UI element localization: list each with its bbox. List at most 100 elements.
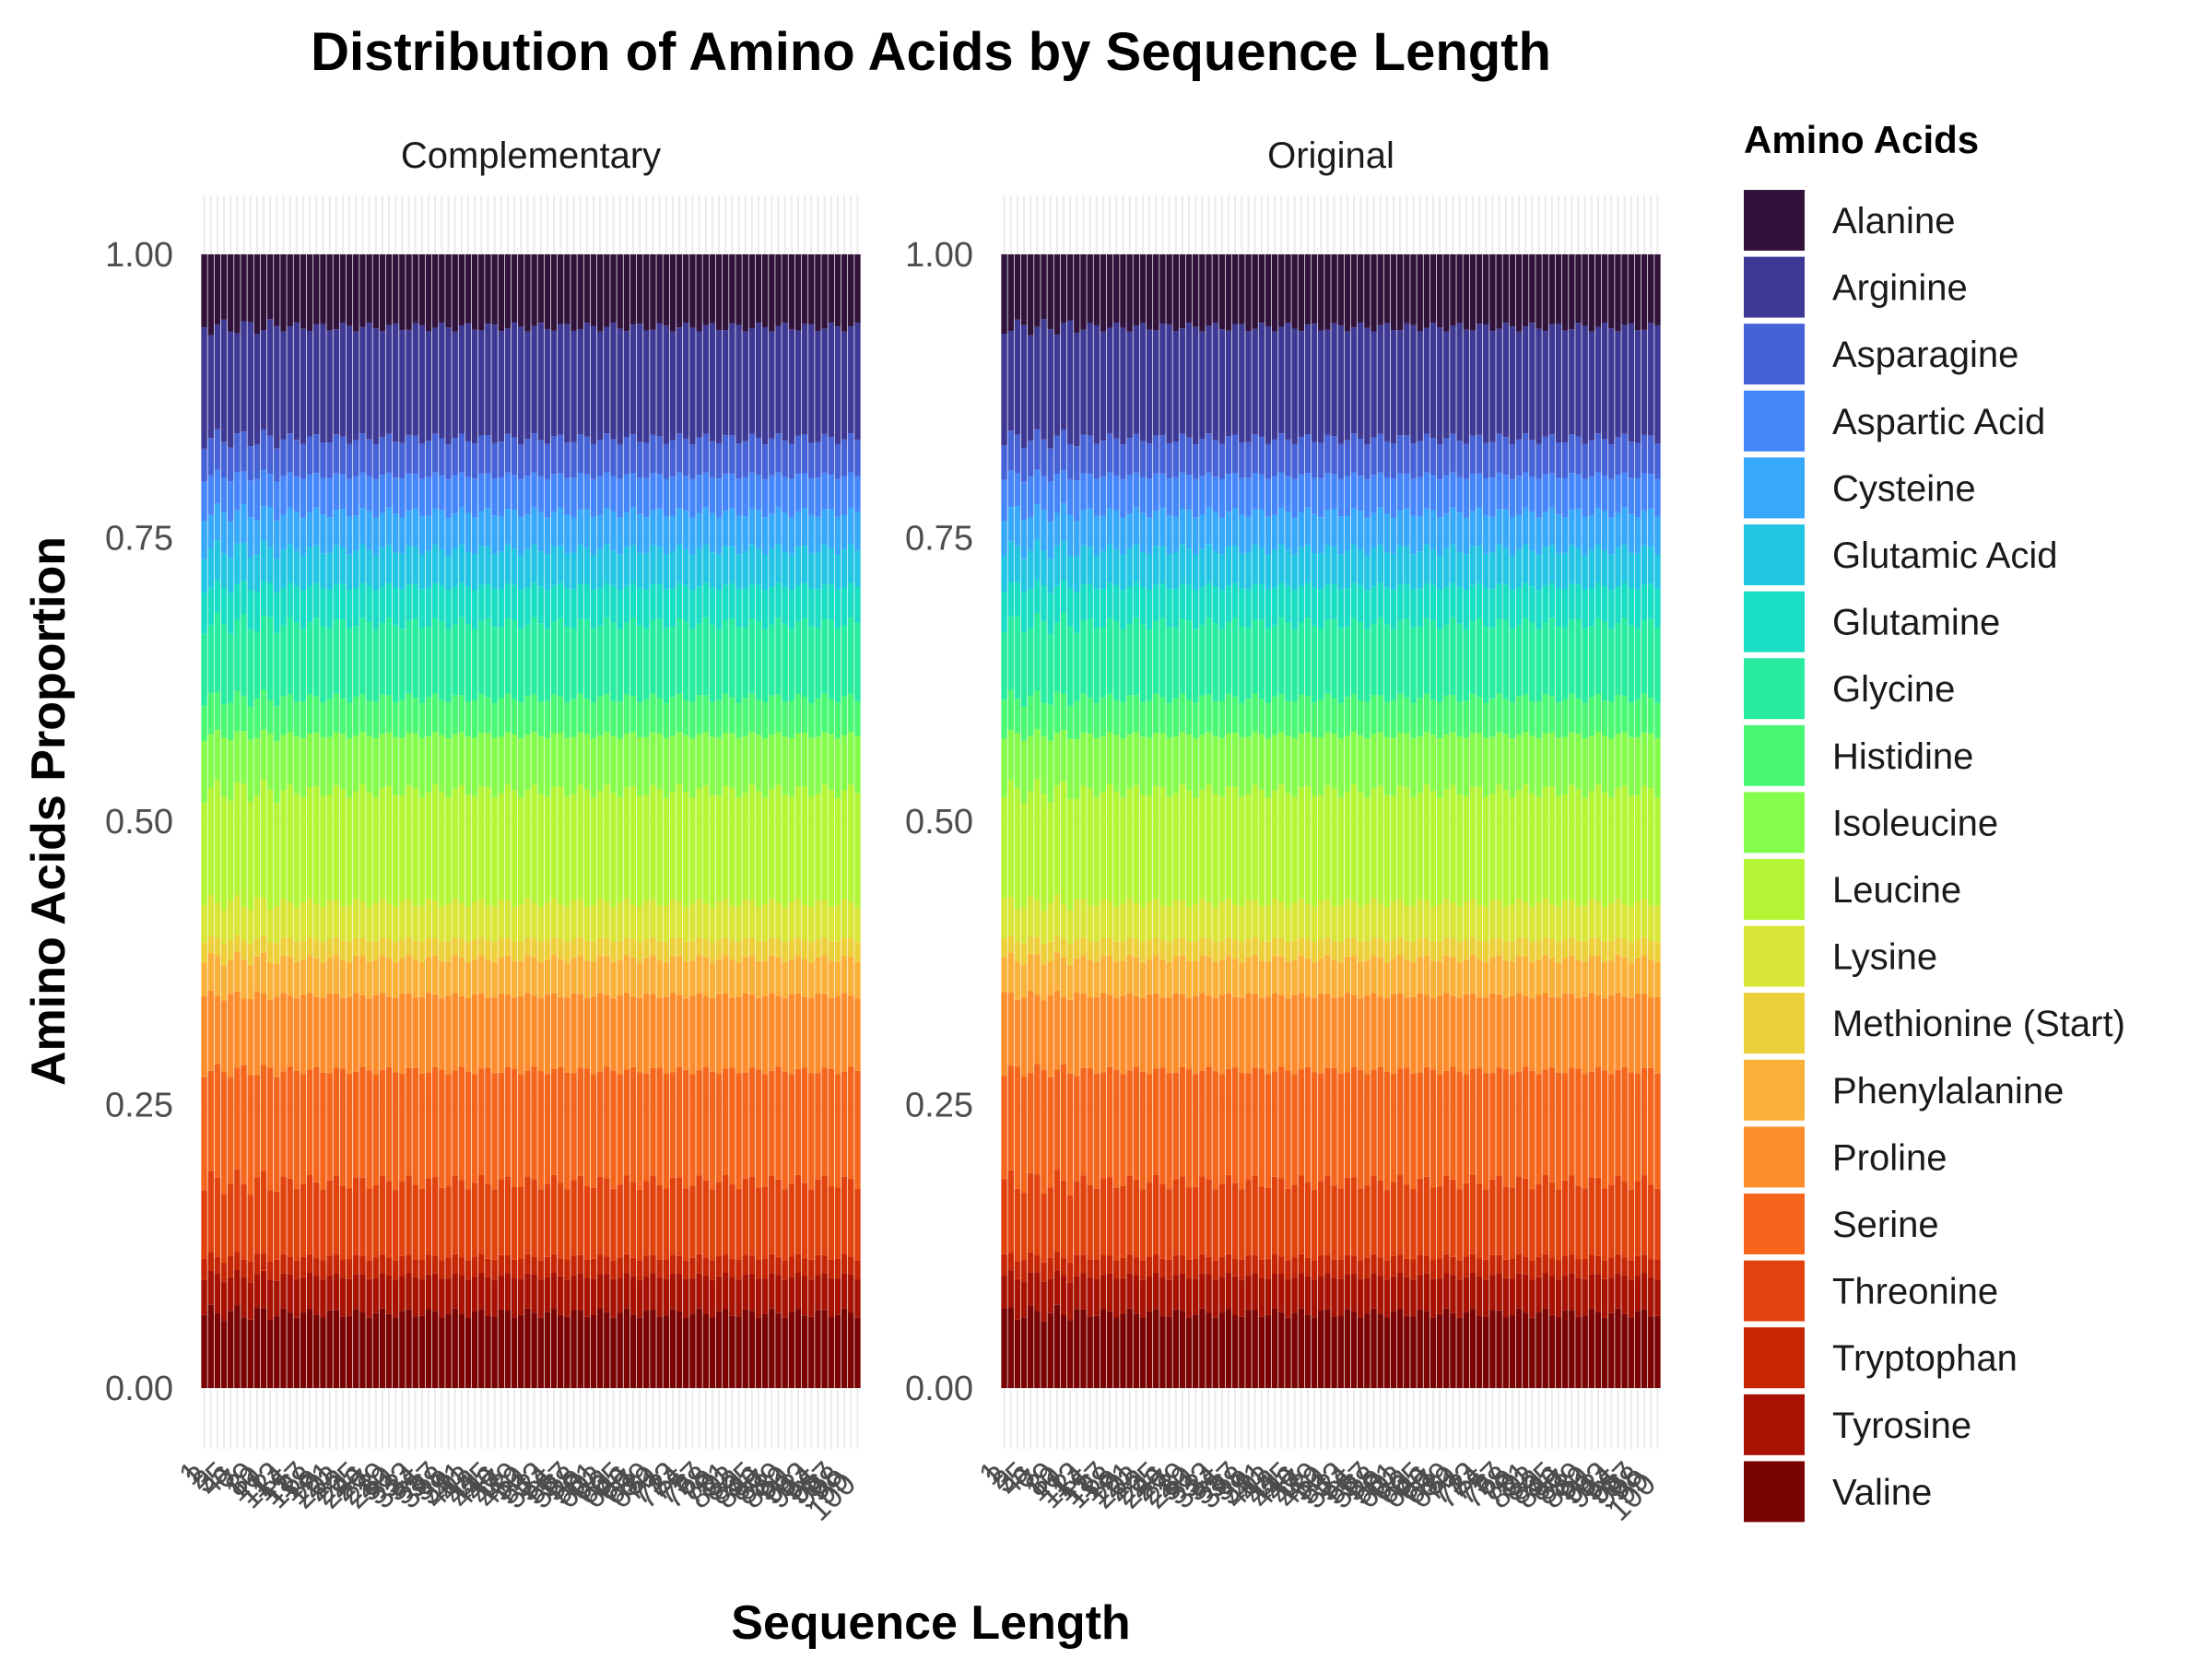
bar-segment — [1417, 627, 1423, 699]
bar-segment — [848, 995, 854, 1067]
bar-segment — [1324, 545, 1331, 584]
bar-segment — [788, 329, 795, 444]
bar-segment — [1569, 693, 1575, 733]
bar-segment — [1199, 548, 1206, 588]
bar-segment — [735, 942, 742, 963]
bar-segment — [1515, 331, 1523, 440]
bar-segment — [1344, 515, 1351, 551]
bar-segment — [1522, 544, 1529, 583]
bar-segment — [1172, 627, 1179, 699]
bar-segment — [220, 512, 228, 554]
bar-segment — [1199, 789, 1206, 899]
bar-segment — [1648, 1277, 1654, 1317]
bar-segment — [544, 590, 551, 629]
bar-segment — [346, 589, 353, 629]
bar-segment — [1053, 1069, 1061, 1171]
bar-segment — [1258, 1316, 1265, 1388]
bar-segment — [1212, 794, 1218, 908]
bar-segment — [1522, 1178, 1529, 1257]
bar-segment — [1383, 701, 1391, 737]
bar-segment — [1027, 517, 1034, 551]
bar-segment — [439, 438, 445, 476]
bar-segment — [214, 1177, 221, 1257]
bar-segment — [1087, 733, 1093, 789]
bar-segment — [1020, 592, 1028, 632]
bar-segment — [471, 517, 478, 554]
bar-segment — [300, 902, 307, 941]
bar-segment — [1569, 1175, 1575, 1255]
bar-segment — [1311, 513, 1318, 554]
bar-segment — [834, 797, 841, 905]
bar-segment — [1166, 942, 1172, 963]
bar-segment — [1331, 906, 1337, 941]
bar-segment — [669, 1177, 677, 1255]
bar-segment — [359, 1274, 366, 1312]
bar-segment — [452, 695, 458, 735]
bar-segment — [1126, 993, 1133, 1071]
bar-segment — [564, 942, 571, 963]
bar-segment — [841, 254, 848, 332]
bar-segment — [1066, 738, 1074, 800]
bar-segment — [629, 254, 637, 325]
bar-segment — [1304, 958, 1312, 997]
bar-segment — [1456, 962, 1463, 999]
bar-segment — [458, 1313, 465, 1388]
bar-segment — [266, 1190, 274, 1262]
bar-segment — [782, 477, 788, 513]
bar-segment — [702, 1313, 709, 1388]
bar-segment — [854, 586, 861, 623]
bar-segment — [1139, 1317, 1147, 1388]
bar-segment — [1166, 588, 1172, 628]
bar-segment — [511, 1187, 518, 1260]
bar-segment — [1615, 547, 1621, 587]
bar-segment — [636, 513, 643, 553]
bar-segment — [1027, 735, 1034, 792]
bar-segment — [564, 588, 571, 627]
bar-segment — [1548, 582, 1556, 618]
bar-segment — [1027, 936, 1034, 955]
bar-segment — [729, 787, 735, 906]
bar-segment — [478, 993, 485, 1069]
bar-segment — [1053, 473, 1061, 513]
bar-segment — [406, 955, 412, 994]
bar-segment — [537, 1260, 544, 1280]
bar-segment — [1066, 799, 1074, 911]
bar-segment — [669, 1072, 677, 1178]
bar-segment — [280, 625, 287, 697]
bar-segment — [689, 254, 696, 328]
bar-segment — [293, 1189, 300, 1261]
bar-segment — [1126, 623, 1133, 696]
bar-segment — [571, 900, 577, 939]
bar-segment — [431, 1255, 439, 1274]
bar-segment — [418, 702, 426, 738]
bar-segment — [1159, 787, 1166, 906]
bar-segment — [333, 899, 340, 937]
bar-segment — [636, 587, 643, 626]
bar-segment — [452, 955, 458, 994]
bar-segment — [452, 331, 458, 439]
bar-segment — [571, 330, 577, 442]
bar-segment — [722, 993, 729, 1069]
bar-segment — [412, 435, 418, 475]
bar-segment — [1212, 586, 1218, 624]
bar-segment — [1522, 582, 1529, 618]
bar-segment — [531, 938, 537, 958]
bar-segment — [557, 507, 564, 546]
bar-segment — [748, 327, 756, 434]
bar-segment — [1621, 785, 1628, 904]
bar-segment — [201, 327, 207, 449]
bar-segment — [504, 732, 512, 785]
bar-segment — [1252, 955, 1258, 994]
bar-segment — [1179, 583, 1186, 619]
bar-segment — [544, 940, 551, 960]
bar-segment — [1515, 1071, 1523, 1177]
bar-segment — [1318, 330, 1324, 443]
bar-segment — [1404, 508, 1410, 547]
bar-segment — [478, 584, 485, 621]
bar-segment — [1146, 1256, 1153, 1277]
bar-segment — [1034, 1272, 1041, 1312]
bar-segment — [1331, 1068, 1337, 1186]
bar-segment — [1291, 701, 1298, 738]
bar-segment — [808, 997, 815, 1074]
